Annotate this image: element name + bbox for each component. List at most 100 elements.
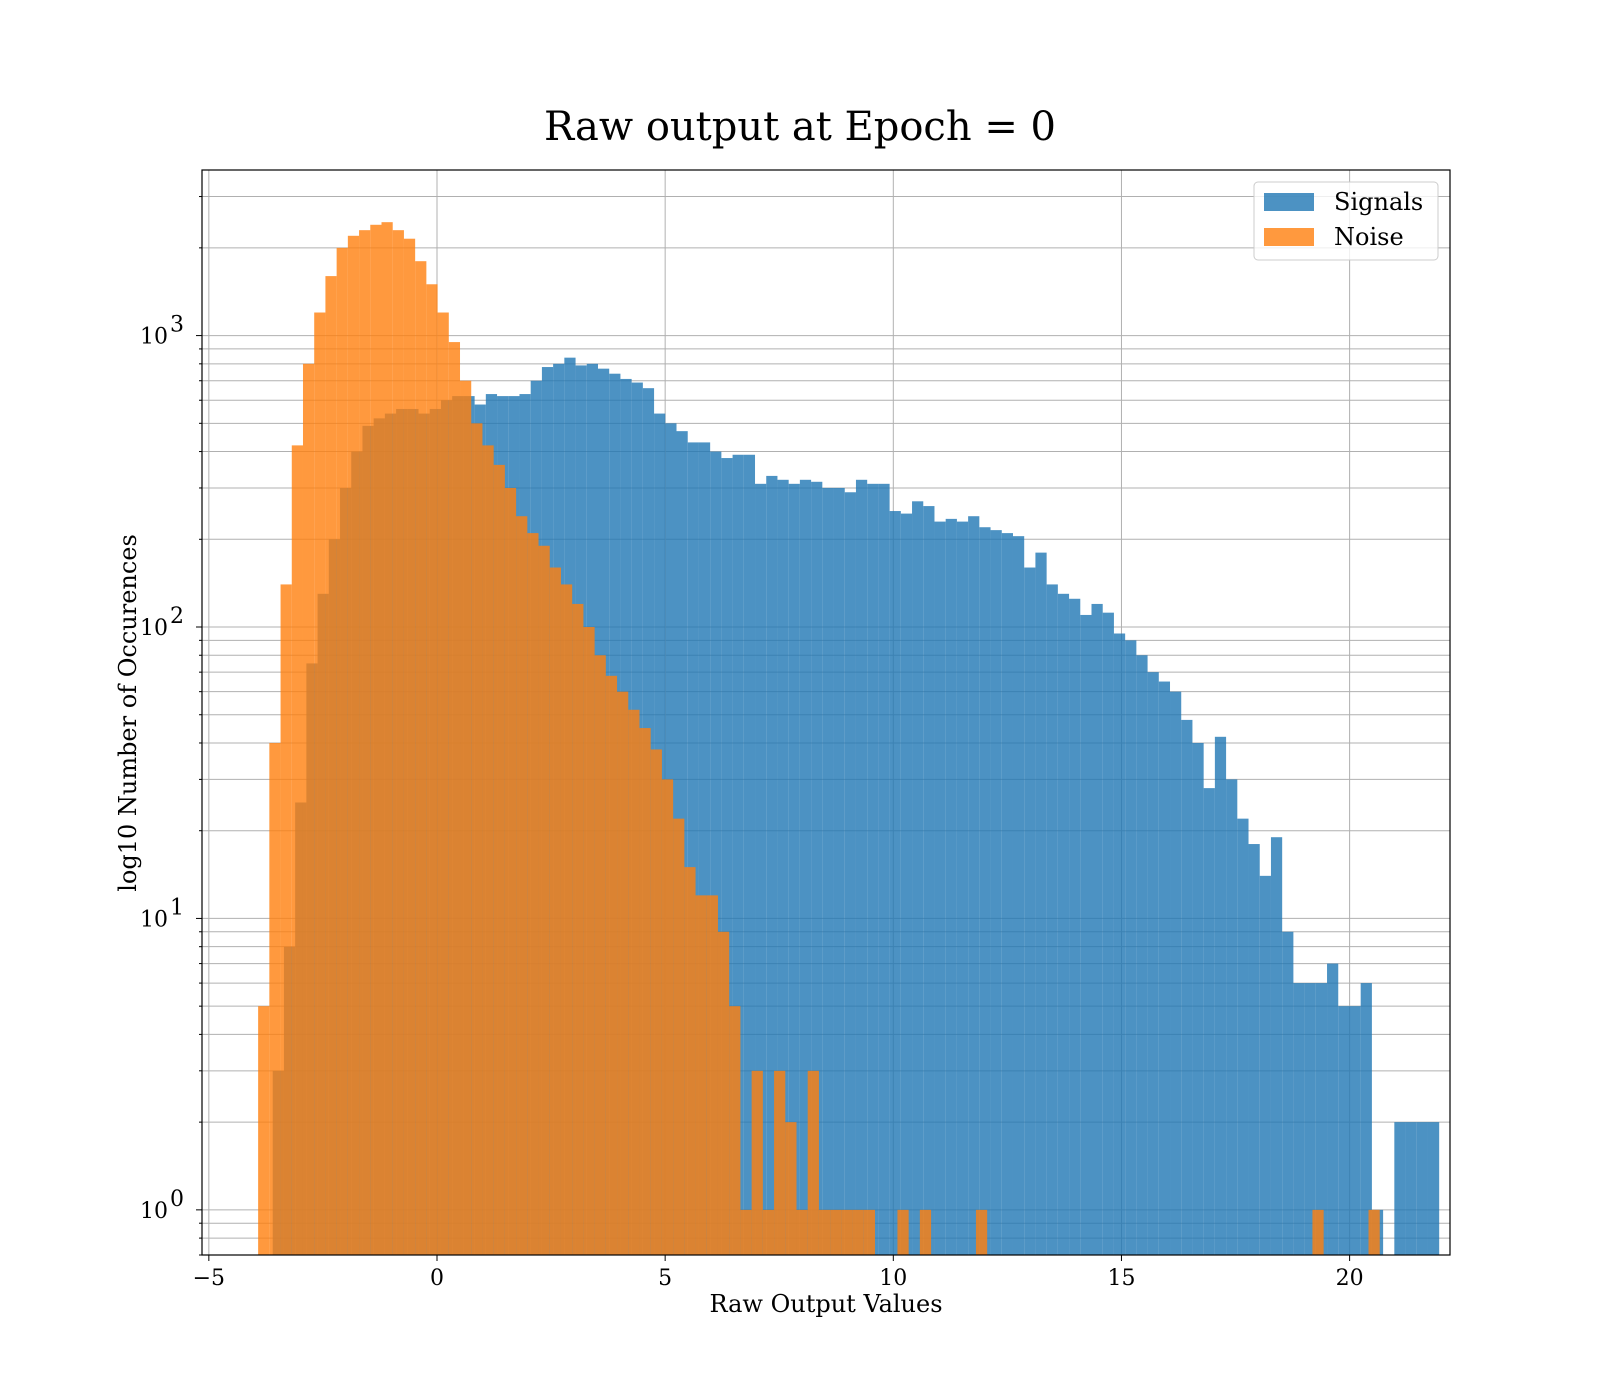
bar-signals-59 bbox=[934, 521, 946, 1255]
bar-signals-42 bbox=[743, 454, 756, 1255]
legend-label-noise: Noise bbox=[1334, 223, 1404, 251]
bar-signals-78 bbox=[1147, 672, 1159, 1255]
bar-signals-97 bbox=[1360, 983, 1372, 1255]
bar-noise-5 bbox=[314, 312, 326, 1255]
bar-noise-48 bbox=[796, 1209, 808, 1255]
bar-noise-11 bbox=[381, 222, 393, 1256]
bar-noise-28 bbox=[572, 603, 584, 1255]
bar-signals-77 bbox=[1136, 655, 1148, 1255]
bar-signals-79 bbox=[1158, 681, 1171, 1255]
bar-noise-18 bbox=[460, 380, 472, 1255]
plot-frame bbox=[201, 169, 1451, 1256]
bar-signals-39 bbox=[710, 451, 722, 1256]
bar-noise-2 bbox=[280, 584, 292, 1255]
series-noise-bars bbox=[258, 222, 1380, 1256]
y-tick-label-1: 10 1 bbox=[140, 895, 184, 932]
bar-signals-61 bbox=[956, 521, 969, 1255]
x-axis-label: Raw Output Values bbox=[709, 1290, 942, 1318]
bar-noise-31 bbox=[605, 675, 618, 1255]
bar-noise-46 bbox=[774, 1070, 786, 1255]
bar-signals-86 bbox=[1237, 818, 1249, 1255]
bar-noise-57 bbox=[897, 1209, 909, 1255]
bar-signals-53 bbox=[867, 483, 879, 1255]
bar-signals-94 bbox=[1327, 963, 1339, 1255]
x-tick-label-2: 5 bbox=[658, 1266, 672, 1291]
bar-signals-65 bbox=[1001, 533, 1013, 1255]
bar-signals-49 bbox=[822, 487, 834, 1255]
bar-signals-63 bbox=[979, 527, 991, 1255]
bar-noise-44 bbox=[751, 1070, 763, 1255]
y-axis-label: log10 Number of Occurences bbox=[114, 534, 142, 892]
y-tick-label-base-0: 10 bbox=[140, 1199, 168, 1224]
x-tick-label-3: 10 bbox=[879, 1266, 907, 1291]
bar-noise-7 bbox=[336, 247, 348, 1256]
bar-noise-4 bbox=[302, 363, 315, 1255]
bar-noise-45 bbox=[762, 1209, 775, 1255]
bar-noise-19 bbox=[471, 423, 483, 1255]
y-tick-label-3: 10 3 bbox=[140, 313, 184, 350]
bar-noise-17 bbox=[448, 342, 461, 1255]
bar-noise-1 bbox=[269, 742, 281, 1255]
bar-signals-71 bbox=[1069, 598, 1081, 1255]
bar-signals-67 bbox=[1024, 567, 1036, 1255]
bar-signals-38 bbox=[698, 442, 711, 1255]
bar-signals-81 bbox=[1181, 719, 1193, 1255]
bar-noise-49 bbox=[807, 1070, 819, 1255]
histogram-bars bbox=[258, 222, 1440, 1256]
legend-swatch-signals bbox=[1264, 193, 1314, 211]
bar-noise-32 bbox=[617, 691, 629, 1255]
x-tick-label-0: −5 bbox=[193, 1266, 225, 1291]
bar-noise-43 bbox=[740, 1209, 752, 1255]
bar-noise-29 bbox=[583, 627, 595, 1255]
bar-signals-41 bbox=[732, 454, 744, 1255]
bar-signals-72 bbox=[1080, 614, 1092, 1255]
bar-noise-20 bbox=[482, 445, 494, 1256]
bar-noise-16 bbox=[437, 312, 449, 1255]
bar-signals-56 bbox=[900, 513, 913, 1255]
bar-noise-50 bbox=[818, 1209, 831, 1255]
bar-signals-37 bbox=[687, 442, 699, 1255]
x-tick-label-4: 15 bbox=[1107, 1266, 1135, 1291]
bar-noise-12 bbox=[392, 230, 404, 1255]
chart-title: Raw output at Epoch = 0 bbox=[544, 104, 1056, 150]
bar-signals-43 bbox=[755, 483, 767, 1255]
bar-signals-40 bbox=[721, 458, 733, 1255]
bar-signals-84 bbox=[1214, 736, 1227, 1255]
bar-noise-42 bbox=[729, 1006, 741, 1255]
bar-signals-52 bbox=[855, 479, 868, 1255]
bar-noise-37 bbox=[673, 818, 685, 1255]
bar-signals-57 bbox=[912, 501, 924, 1255]
bar-signals-44 bbox=[766, 475, 778, 1256]
bar-noise-39 bbox=[695, 895, 707, 1255]
bar-signals-93 bbox=[1315, 983, 1328, 1255]
legend: Signals Noise bbox=[1253, 181, 1439, 261]
bar-signals-101 bbox=[1405, 1122, 1417, 1255]
bar-signals-76 bbox=[1125, 640, 1137, 1255]
bar-signals-69 bbox=[1046, 584, 1058, 1255]
bar-signals-60 bbox=[945, 518, 957, 1255]
bar-signals-103 bbox=[1427, 1122, 1440, 1255]
bar-signals-51 bbox=[844, 492, 856, 1256]
y-tick-label-exp-0: 0 bbox=[170, 1187, 184, 1212]
bar-signals-58 bbox=[923, 506, 935, 1255]
y-tick-label-0: 10 0 bbox=[140, 1187, 184, 1224]
bar-noise-22 bbox=[504, 487, 517, 1255]
bar-signals-90 bbox=[1282, 931, 1294, 1255]
bar-signals-45 bbox=[777, 479, 789, 1255]
bar-noise-41 bbox=[717, 931, 730, 1255]
legend-label-signals: Signals bbox=[1334, 188, 1423, 216]
bar-signals-48 bbox=[811, 481, 823, 1255]
bar-signals-62 bbox=[968, 516, 980, 1255]
bar-signals-100 bbox=[1394, 1122, 1406, 1255]
bar-noise-38 bbox=[684, 867, 696, 1255]
bar-noise-23 bbox=[516, 516, 528, 1255]
bar-noise-0 bbox=[258, 1006, 270, 1255]
x-tick-label-1: 0 bbox=[430, 1266, 444, 1291]
bar-signals-89 bbox=[1270, 837, 1283, 1255]
bar-signals-64 bbox=[990, 530, 1002, 1255]
bar-signals-88 bbox=[1259, 875, 1271, 1255]
bar-noise-25 bbox=[538, 545, 550, 1255]
x-tick-label-5: 20 bbox=[1336, 1266, 1364, 1291]
